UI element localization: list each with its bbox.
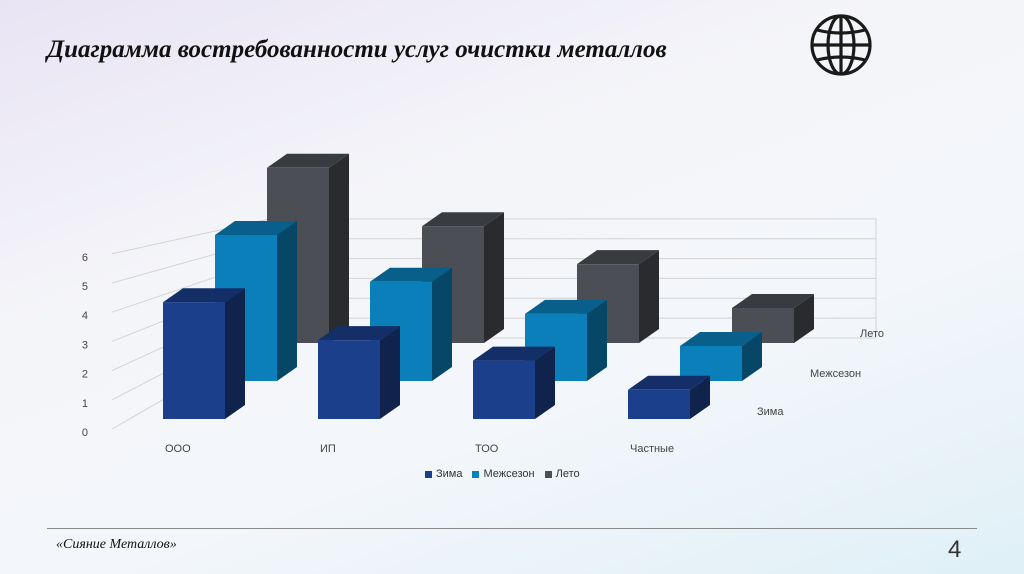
legend-swatch: [472, 470, 480, 478]
y-tick-label: 6: [82, 252, 88, 264]
page-title: Диаграмма востребованности услуг очистки…: [47, 36, 667, 63]
legend-swatch: [425, 470, 432, 478]
chart-legend: Зима Межсезон Лето: [425, 468, 580, 480]
series-depth-label: Зима: [757, 406, 784, 418]
footer-company: «Сияние Металлов»: [56, 537, 177, 552]
y-axis-ticks: 0 1 2 3 4 5 6: [82, 252, 88, 439]
legend-swatch: [544, 470, 552, 478]
bar: [680, 331, 762, 381]
legend-item: Межсезон: [472, 468, 535, 480]
legend-label: Межсезон: [483, 468, 535, 480]
legend-item: Зима: [425, 468, 462, 480]
bar: [163, 288, 245, 419]
category-label: ТОО: [475, 443, 499, 455]
category-label: ООО: [165, 443, 191, 455]
category-label: Частные: [630, 443, 674, 455]
chart-bars: [163, 153, 814, 419]
y-tick-label: 5: [82, 281, 88, 293]
page-number: 4: [948, 536, 962, 563]
series-depth-label: Межсезон: [810, 368, 861, 380]
category-label: ИП: [320, 443, 336, 455]
legend-item: Лето: [544, 468, 580, 480]
bar: [628, 375, 710, 419]
legend-label: Зима: [436, 468, 463, 480]
y-tick-label: 1: [82, 398, 88, 410]
footer-divider: [47, 528, 977, 529]
series-depth-label: Лето: [860, 328, 884, 340]
bar: [473, 346, 555, 419]
globe-icon: [810, 14, 872, 76]
y-tick-label: 4: [82, 310, 88, 322]
category-labels: ООО ИП ТОО Частные: [165, 443, 674, 455]
y-tick-label: 2: [82, 369, 88, 381]
series-depth-labels: Зима Межсезон Лето: [757, 328, 884, 418]
legend-label: Лето: [555, 468, 580, 480]
bar: [318, 326, 400, 419]
y-tick-label: 0: [82, 427, 88, 439]
y-tick-label: 3: [82, 339, 88, 351]
